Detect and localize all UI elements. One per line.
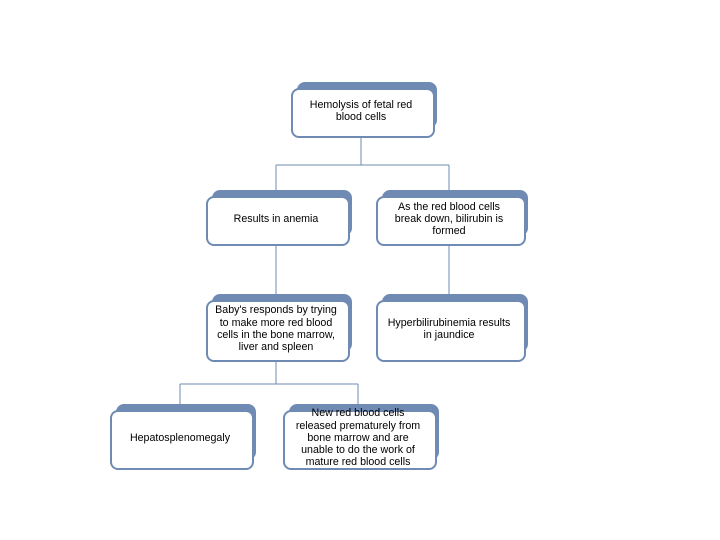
node-response: Baby's responds by trying to make more r…: [206, 300, 346, 358]
node-label: Results in anemia: [234, 213, 319, 225]
node-root: Hemolysis of fetal red blood cells: [291, 88, 431, 134]
node-label: Baby's responds by trying to make more r…: [214, 304, 338, 353]
node-hepato: Hepatosplenomegaly: [110, 410, 250, 466]
node-label: New red blood cells released prematurely…: [291, 407, 425, 468]
node-premature: New red blood cells released prematurely…: [283, 410, 433, 466]
node-bilirubin: As the red blood cells break down, bilir…: [376, 196, 522, 242]
node-label: Hyperbilirubinemia results in jaundice: [384, 317, 514, 342]
node-anemia: Results in anemia: [206, 196, 346, 242]
node-label: Hemolysis of fetal red blood cells: [299, 99, 423, 124]
node-label: As the red blood cells break down, bilir…: [384, 201, 514, 238]
node-label: Hepatosplenomegaly: [130, 432, 230, 444]
node-jaundice: Hyperbilirubinemia results in jaundice: [376, 300, 522, 358]
